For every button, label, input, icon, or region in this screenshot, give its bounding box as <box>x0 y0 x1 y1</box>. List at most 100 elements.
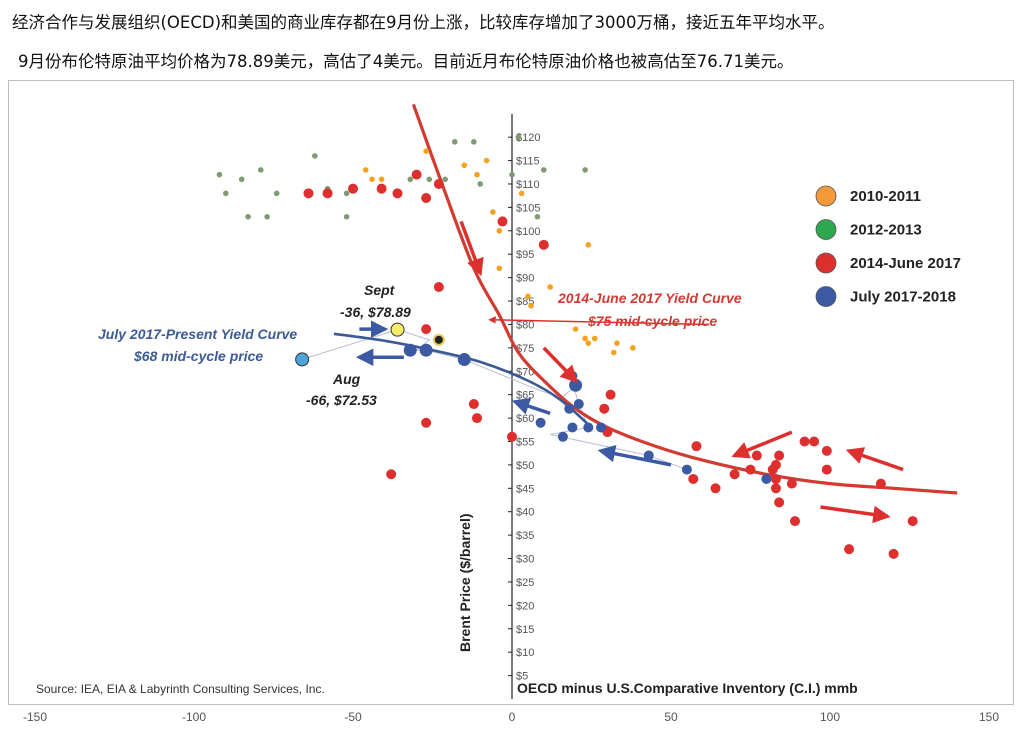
recent-month-point <box>569 378 583 392</box>
series-1-point <box>541 167 547 173</box>
y-tick-label: $70 <box>516 366 534 378</box>
series-2-point <box>507 431 517 442</box>
series-2-point <box>710 483 721 494</box>
y-tick-label: $60 <box>516 413 534 425</box>
x-tick-label: 150 <box>979 710 999 724</box>
series-3-point <box>567 422 578 433</box>
direction-arrow <box>845 447 904 472</box>
series-0-point <box>585 242 592 248</box>
red-curve-note: $75 mid-cycle price <box>587 313 717 329</box>
series-2-point <box>433 281 444 292</box>
series-2-point <box>770 473 781 484</box>
series-0-point <box>518 190 525 197</box>
x-tick-label: -50 <box>344 710 362 724</box>
legend-marker-3 <box>815 286 837 307</box>
y-tick-label: $80 <box>516 319 534 331</box>
series-2-point <box>799 436 810 447</box>
y-tick-label: $10 <box>516 647 534 659</box>
series-1-point <box>477 181 484 187</box>
series-2-point <box>392 188 403 199</box>
recent-month-point <box>457 353 471 367</box>
series-0-point <box>378 176 385 183</box>
y-tick-label: $5 <box>516 671 528 683</box>
series-0-point <box>582 335 588 342</box>
header-line-1: 经济合作与发展组织(OECD)和美国的商业库存都在9月份上涨，比较库存增加了30… <box>12 13 835 32</box>
aug-value-label: -66, $72.53 <box>306 392 377 408</box>
y-tick-label: $20 <box>516 600 534 612</box>
series-1-point <box>245 213 251 220</box>
y-tick-label: $50 <box>516 460 534 472</box>
direction-arrow <box>731 430 793 459</box>
series-3-point <box>761 473 772 484</box>
series-0-point <box>362 167 369 173</box>
header-line-2: 9月份布伦特原油平均价格为78.89美元，高估了4美元。目前近月布伦特原油价格也… <box>18 52 794 71</box>
x-tick-label: 0 <box>509 710 516 724</box>
series-1-point <box>223 190 229 197</box>
series-0-point <box>474 171 480 178</box>
highlight-point-0 <box>390 322 405 337</box>
blue-curve-note: $68 mid-cycle price <box>133 348 263 364</box>
y-tick-label: $65 <box>516 390 534 402</box>
series-2-point <box>421 324 432 335</box>
series-2-point <box>821 445 832 456</box>
series-2-point <box>770 459 781 470</box>
series-1-point <box>238 176 245 183</box>
series-2-point <box>599 403 610 414</box>
y-tick-label: $15 <box>516 624 534 636</box>
series-3-point <box>643 450 654 461</box>
series-1-point <box>264 213 270 220</box>
series-2-point <box>688 473 699 484</box>
series-0-point <box>528 302 534 309</box>
y-tick-label: $30 <box>516 554 534 566</box>
series-3-point <box>681 464 692 475</box>
blue-curve-name: July 2017-Present Yield Curve <box>98 326 297 342</box>
series-0-point <box>585 340 592 346</box>
series-2-point <box>875 478 886 489</box>
series-0-point <box>591 335 598 342</box>
series-2-point <box>497 216 508 227</box>
series-2-point <box>691 441 702 452</box>
recent-month-point <box>403 343 417 357</box>
legend-marker-2 <box>815 252 837 274</box>
y-tick-label: $120 <box>516 132 540 144</box>
series-1-point <box>343 190 350 197</box>
series-2-point <box>605 389 616 400</box>
series-0-point <box>423 148 429 155</box>
y-tick-label: $95 <box>516 249 534 261</box>
series-0-point <box>369 176 375 183</box>
y-tick-label: $115 <box>516 156 540 168</box>
y-tick-label: $105 <box>516 202 540 214</box>
series-1-point <box>515 134 522 140</box>
y-tick-label: $45 <box>516 483 534 495</box>
series-3-point <box>573 399 584 410</box>
series-2-point <box>774 497 785 508</box>
y-tick-label: $110 <box>516 179 540 191</box>
series-0-point <box>610 349 617 356</box>
y-tick-label: $90 <box>516 273 534 285</box>
x-tick-label: 100 <box>820 710 840 724</box>
x-tick-label: 50 <box>664 710 678 724</box>
red-curve-name: 2014-June 2017 Yield Curve <box>557 290 742 306</box>
series-2-point <box>809 436 820 447</box>
legend-label-0: 2010-2011 <box>850 188 921 205</box>
legend-label-3: July 2017-2018 <box>850 289 956 306</box>
sept-value-label: -36, $78.89 <box>340 304 411 320</box>
series-0-point <box>630 345 636 351</box>
current-price-point <box>432 333 445 346</box>
direction-arrow <box>542 346 579 384</box>
series-2-point <box>322 188 333 199</box>
series-1-point <box>273 190 280 197</box>
series-2-point <box>844 544 855 555</box>
series-1-point <box>451 139 458 145</box>
series-2-point <box>472 413 483 424</box>
series-0-point <box>547 284 553 290</box>
series-2-point <box>386 469 397 480</box>
series-1-point <box>471 139 477 145</box>
aug-label: Aug <box>332 371 361 387</box>
direction-arrow <box>488 316 710 326</box>
series-2-point <box>821 464 832 475</box>
series-3-point <box>583 422 594 433</box>
y-axis-title: Brent Price ($/barrel) <box>457 514 473 653</box>
series-3-point <box>596 422 607 433</box>
